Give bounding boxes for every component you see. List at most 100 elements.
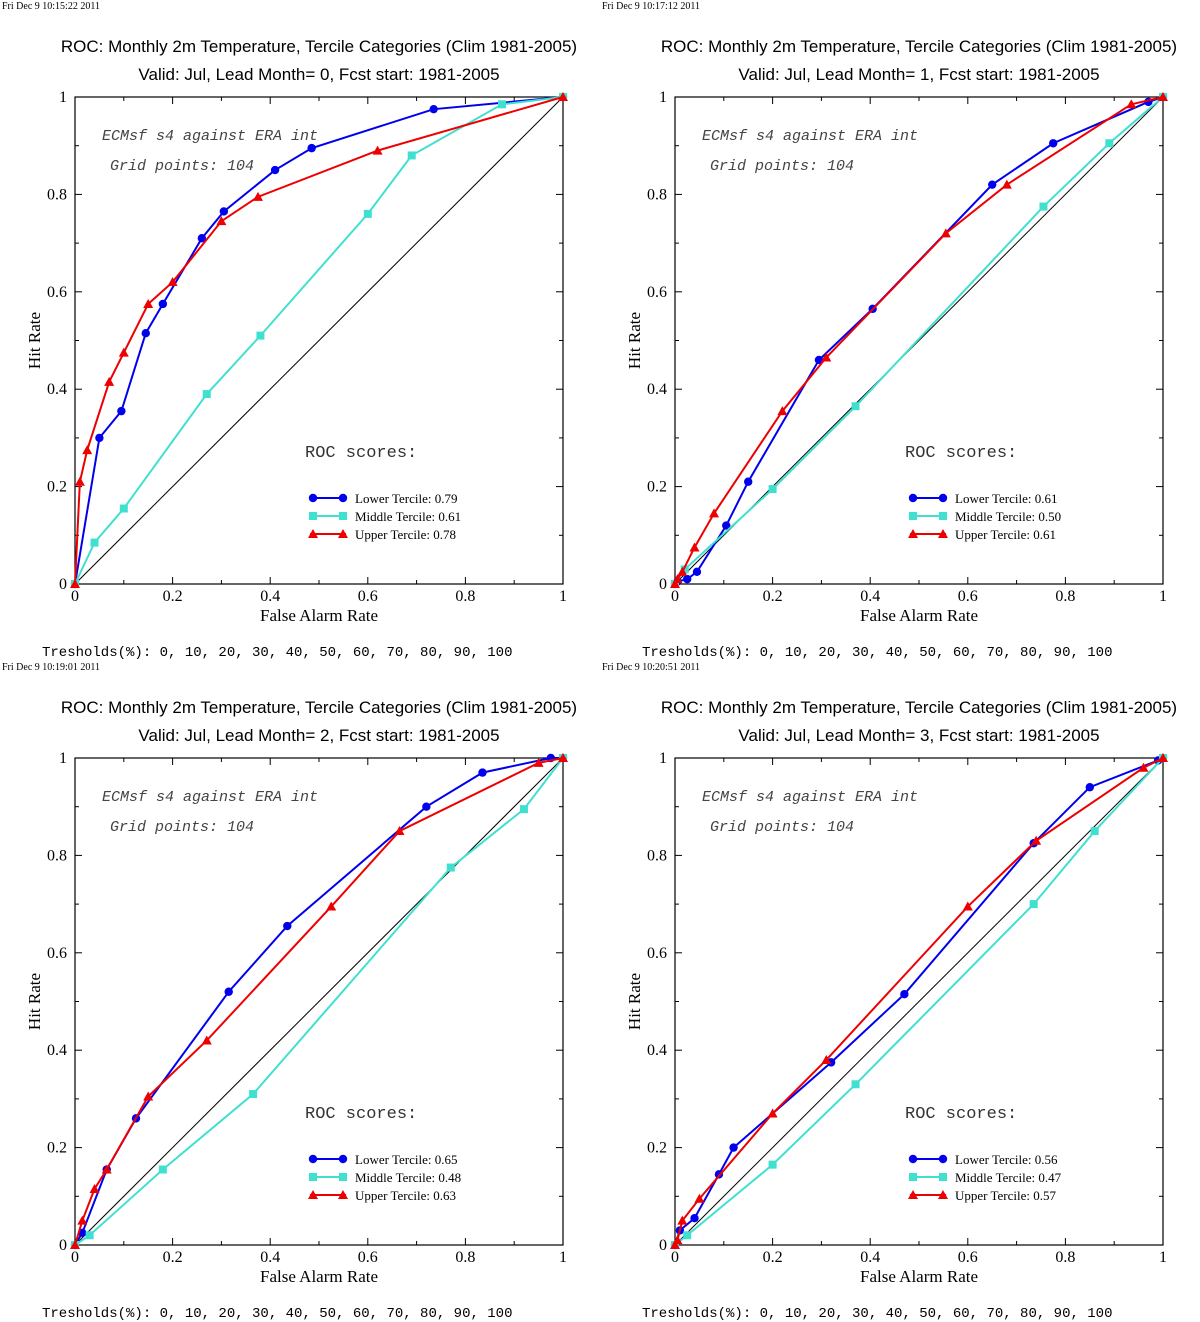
x-tick-label: 0 [671, 1249, 679, 1266]
data-point-middle [1090, 827, 1099, 836]
data-point-upper [694, 1193, 705, 1203]
grid-points-note: Grid points: 104 [110, 819, 254, 836]
legend-entry-lower: Lower Tercile: 0.79 [308, 491, 457, 506]
legend-label: Lower Tercile: 0.65 [355, 1152, 457, 1167]
data-point-upper [677, 1215, 688, 1225]
roc-chart-lead-2: Fri Dec 9 10:19:01 2011 ROC: Monthly 2m T… [2, 662, 577, 1322]
no-skill-diagonal [674, 757, 1164, 1246]
data-point-upper [709, 508, 720, 518]
legend-marker [338, 529, 348, 538]
legend-marker [938, 493, 948, 503]
data-point-upper [118, 347, 129, 357]
x-tick-label: 0.4 [860, 1249, 880, 1266]
y-tick-label: 1 [59, 89, 67, 106]
data-point-middle [519, 805, 528, 814]
legend-label: Middle Tercile: 0.47 [955, 1170, 1062, 1185]
y-tick-label: 0.2 [47, 1140, 67, 1157]
y-tick-label: 1 [59, 750, 67, 767]
y-tick-label: 0.4 [47, 381, 67, 398]
y-tick-label: 0 [59, 576, 67, 593]
series-upper [670, 92, 1168, 588]
roc-scores-heading: ROC scores: [905, 444, 1017, 463]
x-axis-label: False Alarm Rate [860, 606, 978, 625]
legend-marker [339, 512, 347, 520]
legend-marker [308, 529, 318, 538]
grid-points-note: Grid points: 104 [710, 158, 854, 175]
legend-marker [938, 1190, 948, 1199]
y-tick-label: 0.6 [647, 284, 667, 301]
legend-marker [308, 493, 318, 503]
data-point-upper [89, 1183, 100, 1193]
y-axis-label: Hit Rate [625, 312, 644, 369]
y-axis-label: Hit Rate [25, 973, 44, 1030]
series-lower [670, 92, 1168, 589]
data-point-middle [446, 863, 455, 872]
legend-marker [908, 529, 918, 538]
y-axis-label: Hit Rate [25, 312, 44, 369]
legend-label: Middle Tercile: 0.48 [355, 1170, 461, 1185]
y-tick-label: 0.8 [647, 186, 667, 203]
data-point-middle [158, 1165, 167, 1174]
x-axis-label: False Alarm Rate [860, 1267, 978, 1286]
data-point-upper [74, 476, 85, 486]
data-point-lower [683, 574, 692, 584]
data-point-upper [372, 145, 383, 155]
data-point-middle [407, 151, 416, 160]
data-point-middle [202, 390, 211, 399]
legend-label: Upper Tercile: 0.57 [955, 1188, 1057, 1203]
chart-title: ROC: Monthly 2m Temperature, Tercile Cat… [661, 37, 1177, 56]
legend-marker [939, 1173, 947, 1181]
data-point-lower [690, 1214, 699, 1223]
timestamp-label: Fri Dec 9 10:15:22 2011 [2, 1, 100, 12]
data-point-upper [82, 445, 93, 455]
data-point-upper [677, 566, 688, 576]
model-note: ECMsf s4 against ERA int [102, 789, 318, 806]
timestamp-label: Fri Dec 9 10:19:01 2011 [2, 662, 100, 673]
data-point-upper [821, 352, 832, 362]
x-tick-label: 0.6 [958, 1249, 978, 1266]
legend-marker [339, 1173, 347, 1181]
timestamp-label: Fri Dec 9 10:17:12 2011 [602, 1, 700, 12]
legend-label: Middle Tercile: 0.50 [955, 509, 1061, 524]
legend-entry-lower: Lower Tercile: 0.61 [908, 491, 1057, 506]
roc-panel-lead-2: Fri Dec 9 10:19:01 2011 ROC: Monthly 2m T… [0, 661, 600, 1322]
data-point-upper [689, 542, 700, 552]
legend-label: Lower Tercile: 0.79 [355, 491, 457, 506]
data-point-middle [85, 1231, 94, 1240]
legend-marker [309, 1173, 317, 1181]
series-upper [70, 753, 568, 1249]
legend-entry-lower: Lower Tercile: 0.56 [908, 1152, 1058, 1167]
series-upper [670, 753, 1168, 1249]
data-point-lower [429, 104, 438, 114]
thresholds-label: Tresholds(%): 0, 10, 20, 30, 40, 50, 60,… [42, 645, 512, 661]
y-tick-label: 0.6 [47, 945, 67, 962]
data-point-lower [1049, 139, 1058, 148]
data-point-middle [1105, 139, 1114, 148]
data-point-lower [270, 165, 280, 175]
thresholds-label: Tresholds(%): 0, 10, 20, 30, 40, 50, 60,… [642, 645, 1112, 661]
data-point-middle [363, 209, 372, 218]
chart-title: ROC: Monthly 2m Temperature, Tercile Cat… [61, 37, 577, 56]
data-point-middle [90, 538, 99, 547]
thresholds-label: Tresholds(%): 0, 10, 20, 30, 40, 50, 60,… [42, 1306, 512, 1322]
y-tick-label: 0 [659, 1237, 667, 1254]
roc-chart-lead-3: Fri Dec 9 10:20:51 2011 ROC: Monthly 2m T… [602, 662, 1177, 1322]
series-upper [70, 92, 568, 588]
no-skill-diagonal [74, 96, 564, 585]
data-point-lower [141, 328, 150, 338]
x-tick-label: 0 [671, 588, 679, 605]
data-point-middle [768, 1160, 777, 1169]
x-tick-label: 0.8 [455, 1249, 475, 1266]
legend-entry-upper: Upper Tercile: 0.57 [908, 1188, 1057, 1203]
data-point-upper [558, 92, 568, 101]
legend-marker [909, 512, 917, 520]
data-point-upper [326, 901, 337, 911]
legend-entry-middle: Middle Tercile: 0.48 [309, 1170, 461, 1185]
data-point-middle [768, 485, 777, 494]
thresholds-label: Tresholds(%): 0, 10, 20, 30, 40, 50, 60,… [642, 1306, 1112, 1322]
y-tick-label: 0.4 [47, 1042, 67, 1059]
data-point-lower [307, 143, 316, 153]
data-point-upper [70, 1240, 80, 1249]
roc-panel-lead-1: Fri Dec 9 10:17:12 2011 ROC: Monthly 2m T… [600, 0, 1200, 661]
grid-points-note: Grid points: 104 [110, 158, 254, 175]
